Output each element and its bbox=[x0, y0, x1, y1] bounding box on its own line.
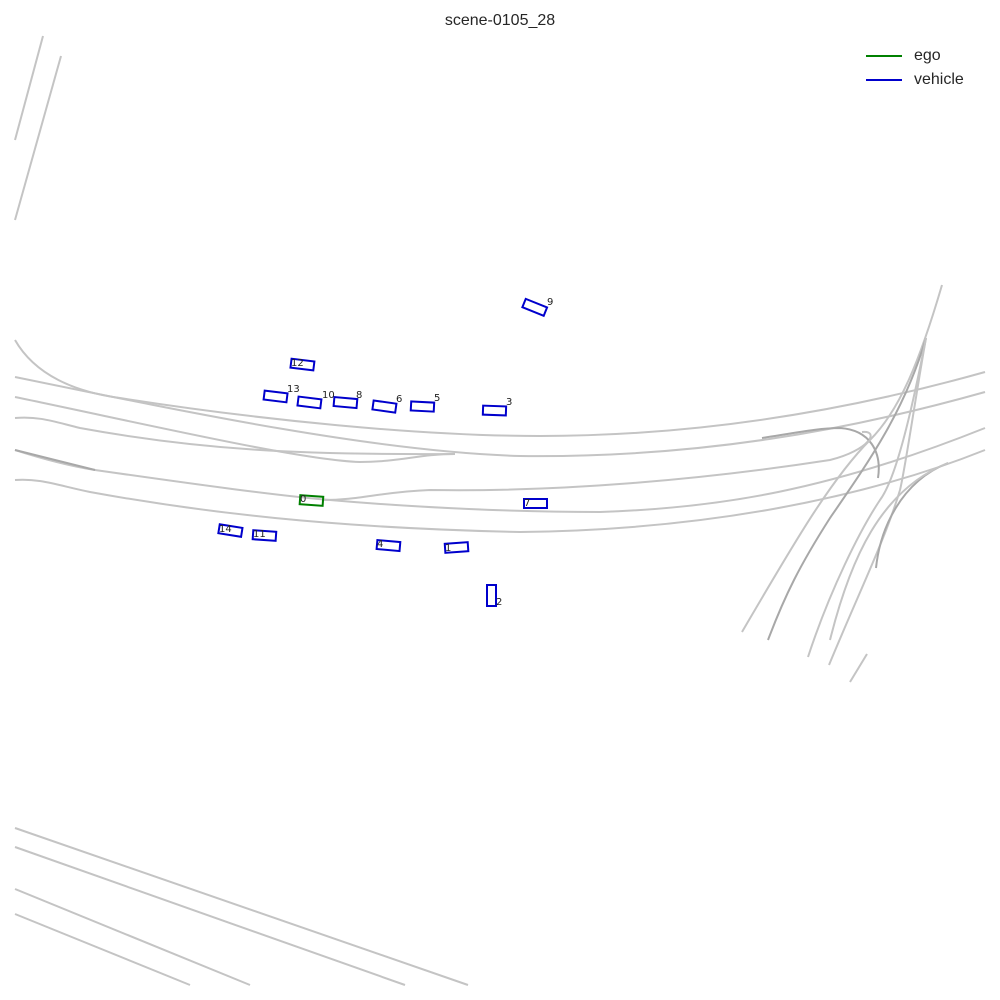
agent-label: 8 bbox=[356, 390, 362, 401]
agent-boxes: 0 1 2 3 4 5 6 7 bbox=[217, 297, 553, 608]
map-title: scene-0105_28 bbox=[444, 12, 556, 29]
agent-6: 6 bbox=[371, 394, 402, 414]
lane-line bbox=[14, 416, 456, 456]
lane-line bbox=[14, 376, 986, 458]
agent-11: 11 bbox=[251, 529, 278, 542]
lane-line bbox=[14, 827, 469, 986]
agent-label: 1 bbox=[445, 543, 451, 554]
lane-line bbox=[14, 35, 44, 141]
legend-label: vehicle bbox=[914, 71, 964, 88]
agent-3: 3 bbox=[481, 397, 512, 417]
agent-8: 8 bbox=[332, 390, 362, 410]
agent-label: 13 bbox=[287, 384, 300, 395]
agent-label: 14 bbox=[219, 524, 232, 535]
agent-label: 0 bbox=[300, 494, 306, 505]
legend-label: ego bbox=[914, 47, 941, 64]
agent-label: 11 bbox=[253, 529, 266, 540]
lane-line bbox=[741, 284, 943, 633]
lane-line bbox=[767, 337, 927, 641]
agent-10: 10 bbox=[296, 390, 335, 410]
legend: ego vehicle bbox=[866, 44, 986, 92]
agent-label: 12 bbox=[291, 358, 304, 369]
lane-line bbox=[14, 449, 986, 534]
lane-line bbox=[849, 653, 868, 683]
lane-line bbox=[14, 55, 62, 221]
agent-4: 4 bbox=[375, 538, 402, 553]
agent-13: 13 bbox=[262, 384, 300, 404]
lane-line bbox=[14, 888, 251, 986]
lane-line bbox=[14, 846, 406, 986]
lane-line bbox=[322, 430, 872, 501]
lane-line bbox=[761, 426, 880, 479]
agent-9: 9 bbox=[521, 297, 553, 318]
agent-label: 7 bbox=[524, 498, 530, 509]
agent-label: 9 bbox=[547, 297, 553, 308]
agent-12: 12 bbox=[289, 357, 316, 372]
legend-item-ego: ego bbox=[866, 44, 986, 68]
agent-2: 2 bbox=[486, 584, 502, 608]
lane-line bbox=[829, 462, 949, 641]
agent-label: 6 bbox=[396, 394, 402, 405]
agent-label: 4 bbox=[377, 539, 383, 550]
legend-swatch-vehicle bbox=[866, 79, 902, 81]
lane-line bbox=[14, 449, 96, 471]
agent-7: 7 bbox=[523, 498, 548, 509]
agent-label: 2 bbox=[496, 597, 502, 608]
agent-label: 10 bbox=[322, 390, 335, 401]
agent-label: 3 bbox=[506, 397, 512, 408]
lane-line bbox=[14, 913, 191, 986]
legend-item-vehicle: vehicle bbox=[866, 68, 986, 92]
legend-swatch-ego bbox=[866, 55, 902, 57]
lane-line bbox=[828, 337, 927, 666]
agent-5: 5 bbox=[409, 393, 440, 413]
agent-1: 1 bbox=[443, 541, 470, 554]
lane-line bbox=[14, 339, 986, 438]
lane-line bbox=[14, 396, 456, 464]
lane-line bbox=[875, 462, 949, 569]
lane-lines bbox=[14, 35, 986, 986]
agent-0: 0 bbox=[298, 494, 325, 507]
agent-14: 14 bbox=[217, 523, 244, 538]
lane-line bbox=[807, 337, 927, 658]
agent-label: 5 bbox=[434, 393, 440, 404]
